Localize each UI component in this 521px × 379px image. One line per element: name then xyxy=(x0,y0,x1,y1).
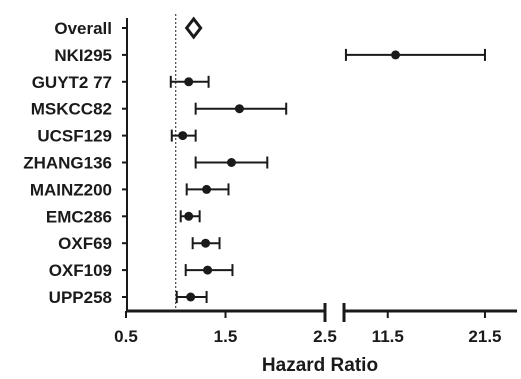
hazard-ratio-point xyxy=(203,265,213,275)
row-label: UCSF129 xyxy=(37,127,112,146)
row-label: MAINZ200 xyxy=(30,180,112,199)
hazard-ratio-point xyxy=(201,238,211,248)
hazard-ratio-point xyxy=(184,77,194,87)
x-axis-title: Hazard Ratio xyxy=(262,355,378,376)
row-label: ZHANG136 xyxy=(23,154,112,173)
hazard-ratio-point xyxy=(186,292,196,302)
hazard-ratio-point xyxy=(391,50,401,60)
row-label: GUYT2 77 xyxy=(32,73,112,92)
row-label: UPP258 xyxy=(49,288,112,307)
hazard-ratio-point xyxy=(202,184,212,194)
tick-labels: 0.5 1.5 2.5 11.5 21.5 xyxy=(114,311,502,346)
axes xyxy=(126,18,517,322)
x-tick-label: 11.5 xyxy=(372,327,404,346)
rows: Overall NKI295 GUYT2 77 MSKCC82 UCSF129 ZHANG… xyxy=(23,16,486,307)
row-label: EMC286 xyxy=(46,207,112,226)
hazard-ratio-point xyxy=(226,158,236,167)
x-tick-label: 1.5 xyxy=(214,327,238,346)
hazard-ratio-point xyxy=(184,211,194,221)
row-label: NKI295 xyxy=(54,46,112,65)
x-tick-label: 2.5 xyxy=(313,327,337,346)
x-tick-label: 21.5 xyxy=(468,327,501,346)
row-label: Overall xyxy=(54,19,112,38)
row-label: OXF109 xyxy=(49,261,112,280)
overall-diamond-marker xyxy=(184,16,203,40)
x-tick-label: 0.5 xyxy=(114,327,138,346)
row-label: MSKCC82 xyxy=(31,100,112,119)
row-label: OXF69 xyxy=(58,234,112,253)
hazard-ratio-point xyxy=(178,131,188,141)
hazard-ratio-point xyxy=(234,104,244,114)
